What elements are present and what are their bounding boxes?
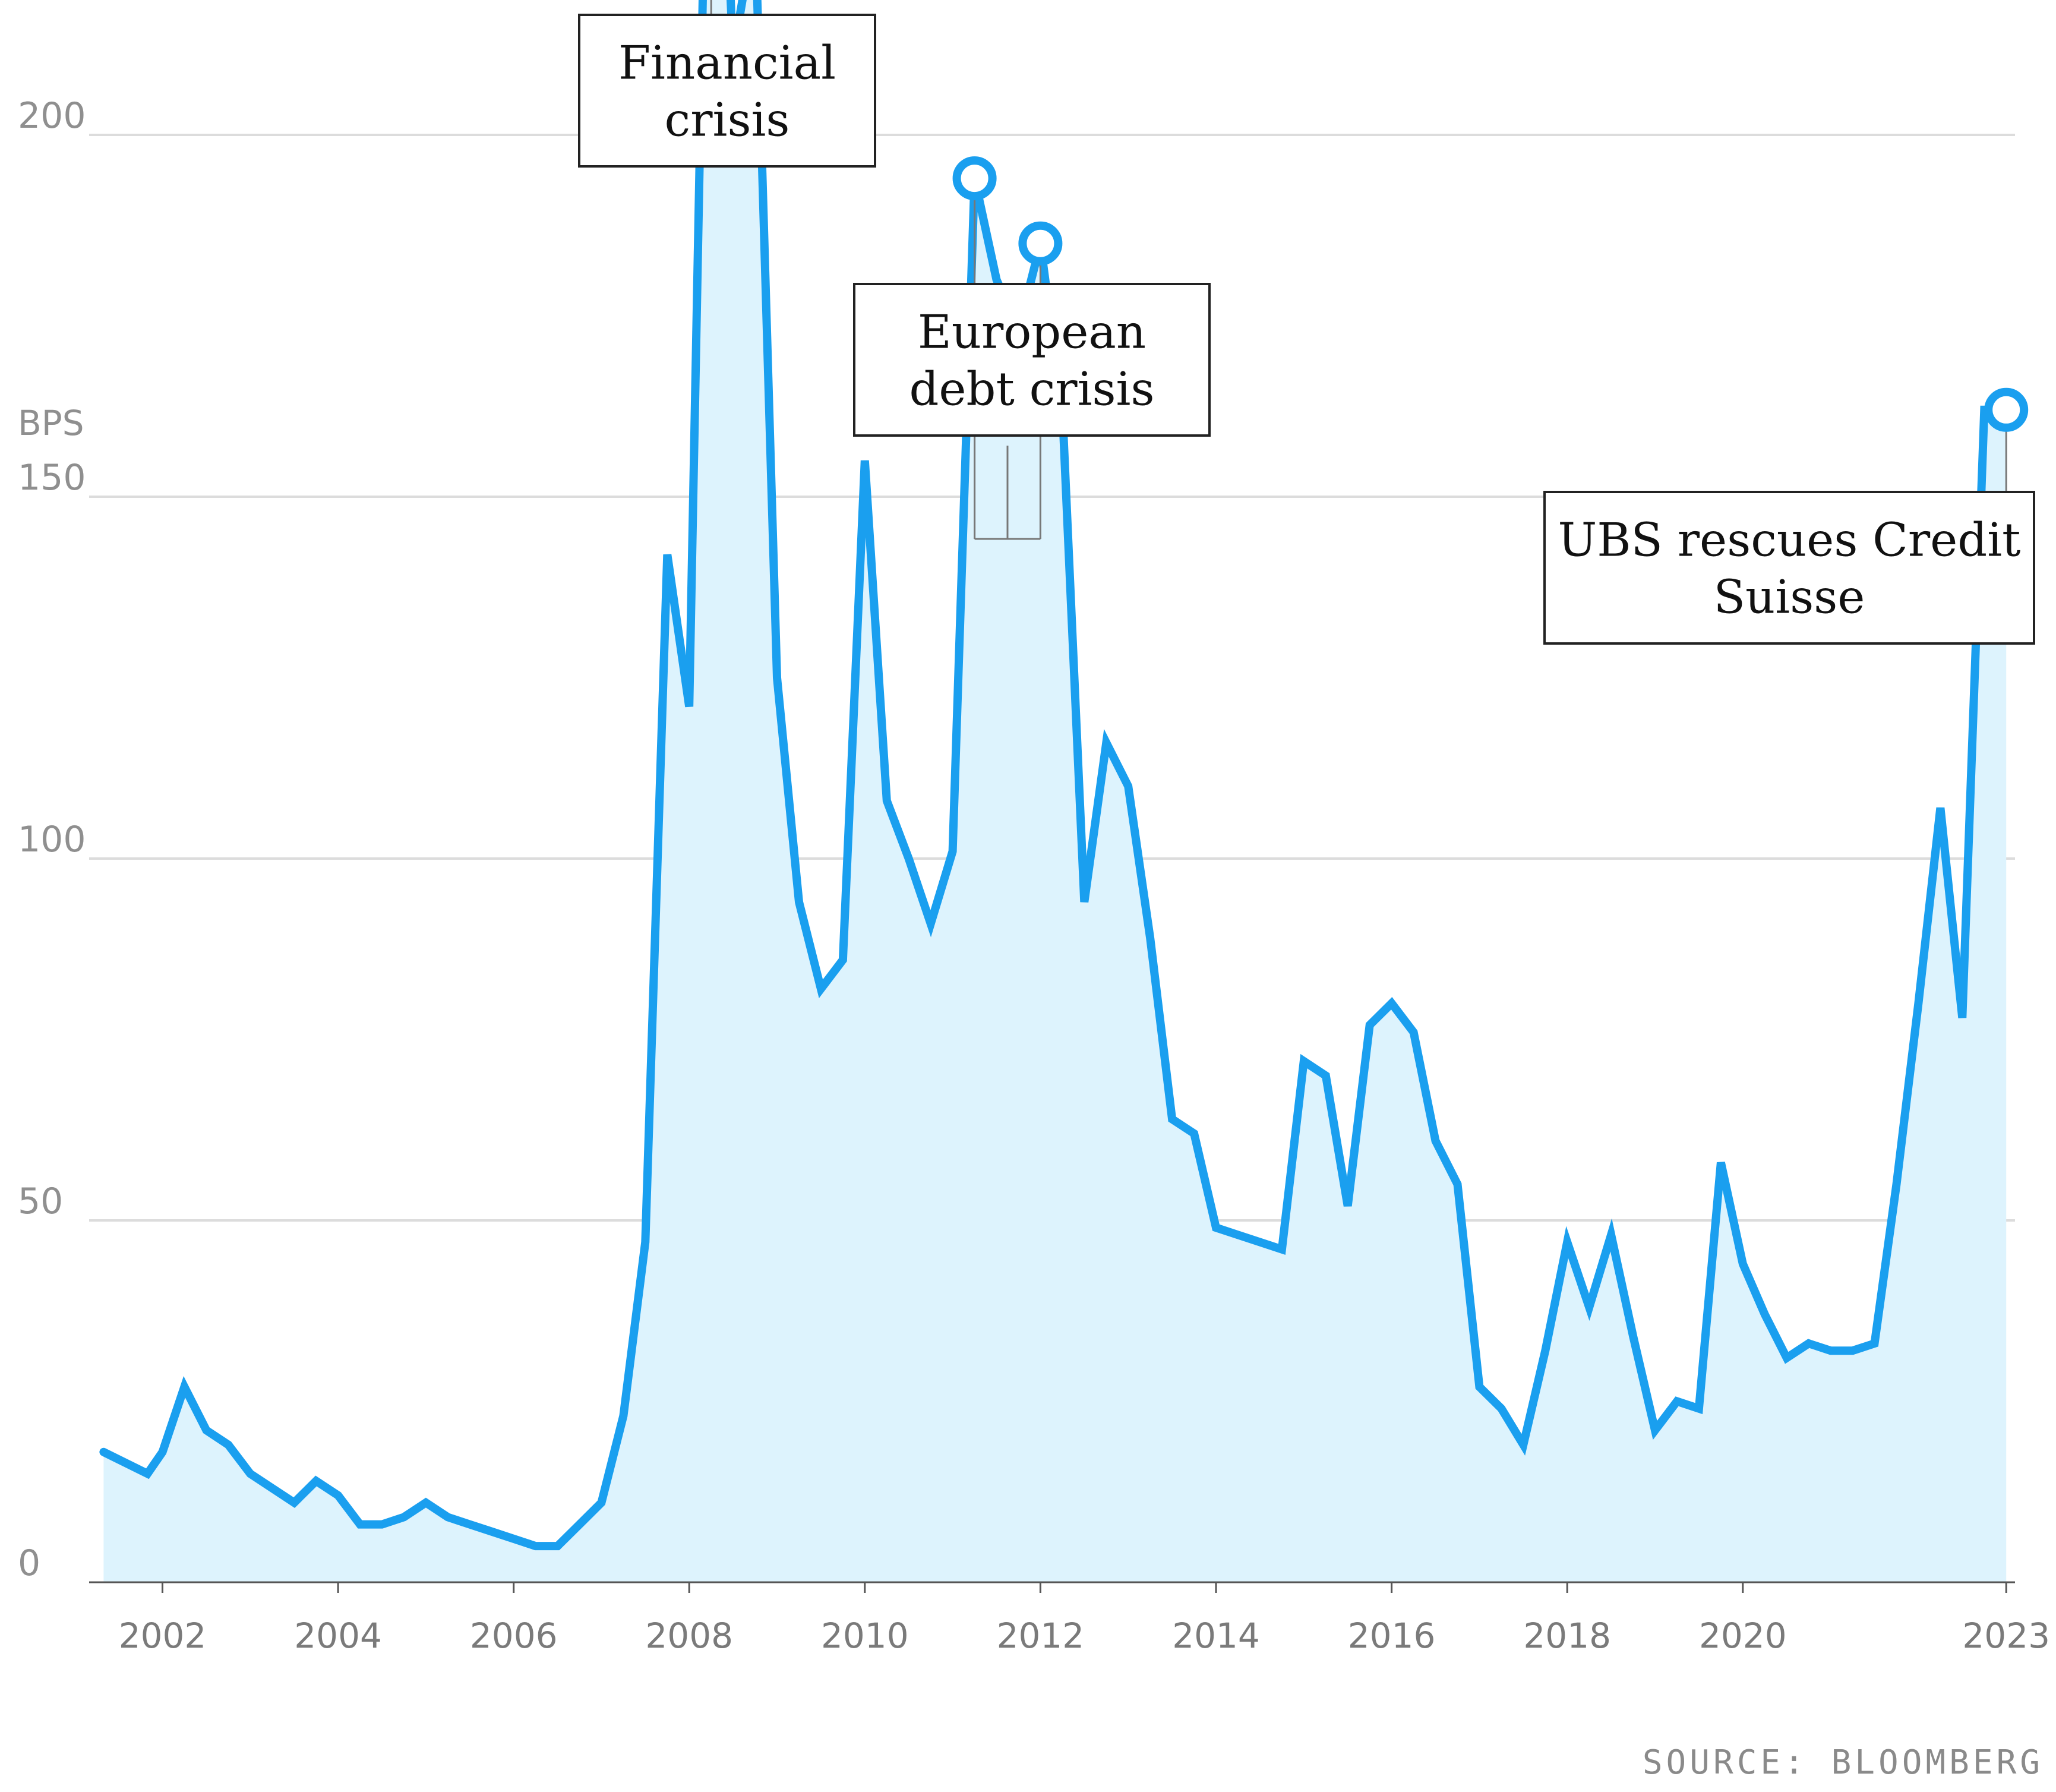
y-tick-label: 0 [18,1542,40,1584]
annotation-point-marker [1018,221,1063,266]
y-axis-unit-label: BPS [18,403,84,443]
axes: 0501001502002502002200420062008201020122… [18,95,2050,1656]
x-tick-label: 2002 [119,1616,207,1656]
annotation-text-line: European [918,306,1146,359]
annotation-box [1543,491,2035,645]
annotation-text-line: Suisse [1714,571,1865,624]
y-tick-label: 200 [18,95,86,137]
annotation-bracket [974,160,1041,540]
annotation-text-line: debt crisis [909,363,1154,417]
x-tick-label: 2014 [1172,1616,1260,1656]
annotation-point-marker [952,156,997,201]
x-tick-label: 2020 [1699,1616,1787,1656]
annotation-box [853,283,1211,437]
x-tick-label: 2016 [1348,1616,1436,1656]
y-tick-label: 50 [18,1181,63,1222]
x-tick-label: 2010 [821,1616,909,1656]
y-tick-label: 100 [18,819,86,860]
x-tick-label: 2008 [645,1616,733,1656]
annotation-point-marker [1984,387,2029,432]
x-tick-label: 2012 [997,1616,1085,1656]
annotation-text-line: UBS rescues Credit [1558,514,2020,567]
annotation-text-line: Financial [618,37,836,90]
annotation-box [578,14,876,168]
series-area-fill [103,0,2007,1582]
y-tick-label: 150 [18,457,86,499]
x-tick-label: 2006 [470,1616,558,1656]
x-tick-label: 2004 [294,1616,382,1656]
annotation-text-line: crisis [665,94,790,147]
x-tick-label: 2023 [1962,1616,2050,1656]
x-tick-label: 2018 [1523,1616,1611,1656]
source-credit: SOURCE: BLOOMBERG [1643,1743,2044,1782]
